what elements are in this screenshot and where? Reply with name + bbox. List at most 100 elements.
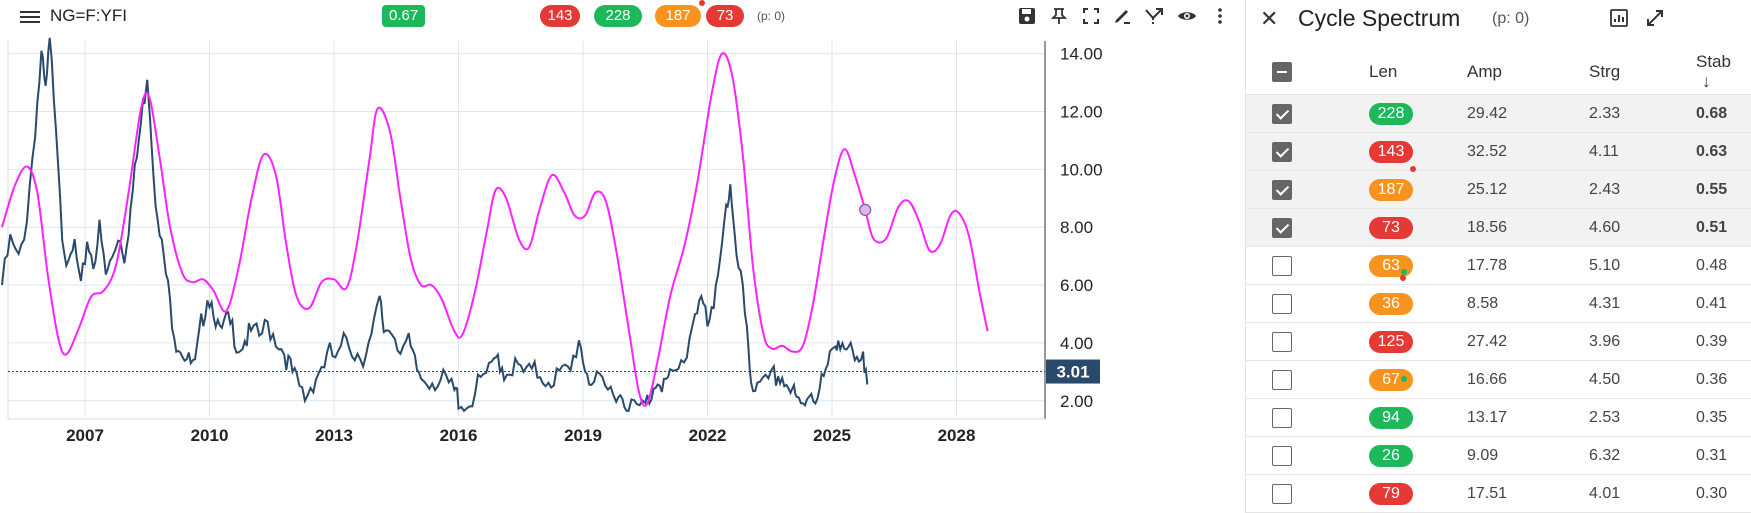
table-row[interactable]: 228 29.42 2.33 0.68 [1246, 94, 1751, 133]
strg-header[interactable]: Strg [1588, 50, 1695, 95]
amp-header[interactable]: Amp [1466, 50, 1588, 95]
row-checkbox[interactable] [1272, 179, 1292, 200]
row-checkbox[interactable] [1272, 483, 1292, 504]
row-checkbox[interactable] [1272, 369, 1292, 390]
cycle-length-pill[interactable]: 228 [1369, 102, 1413, 125]
len-header[interactable]: Len [1368, 50, 1466, 95]
chart-area: NG=F:YFI 0.67 143 228 187 73 (p: 0) 14.0… [0, 0, 1245, 513]
chart-view-icon[interactable] [1608, 7, 1630, 29]
cycle-length-pill[interactable]: 36 [1369, 292, 1413, 315]
strg-cell: 3.96 [1588, 322, 1695, 361]
y-tick-label: 2.00 [1060, 392, 1093, 411]
close-icon[interactable]: ✕ [1260, 6, 1279, 31]
cycle-length-pill[interactable]: 26 [1369, 444, 1413, 467]
cycle-length-pill[interactable]: 94 [1369, 406, 1413, 429]
row-checkbox[interactable] [1272, 141, 1292, 162]
table-row[interactable]: 36 8.58 4.31 0.41 [1246, 284, 1751, 323]
x-tick-label: 2016 [440, 426, 478, 445]
checkbox-cell [1246, 170, 1368, 209]
row-checkbox[interactable] [1272, 103, 1292, 124]
table-row[interactable]: 187 25.12 2.43 0.55 [1246, 170, 1751, 209]
strg-cell: 4.01 [1588, 474, 1695, 513]
select-all-cell [1246, 50, 1368, 95]
amp-cell: 17.51 [1466, 474, 1588, 513]
badge-indicator-dot [699, 0, 705, 6]
amp-cell: 16.66 [1466, 360, 1588, 399]
strg-cell: 5.10 [1588, 246, 1695, 285]
table-row[interactable]: 63 17.78 5.10 0.48 [1246, 246, 1751, 285]
draw-icon[interactable] [1112, 6, 1132, 26]
eye-icon[interactable] [1177, 6, 1197, 26]
today-marker[interactable] [859, 203, 872, 216]
stab-cell: 0.63 [1695, 132, 1751, 171]
checkbox-cell [1246, 94, 1368, 133]
len-cell: 228 [1368, 94, 1466, 133]
row-checkbox[interactable] [1272, 255, 1292, 276]
score-badge: 0.67 [382, 5, 426, 27]
table-row[interactable]: 94 13.17 2.53 0.35 [1246, 398, 1751, 437]
panel-divider[interactable] [1245, 0, 1246, 513]
stab-header-cell[interactable]: Stab ↓ [1695, 50, 1751, 95]
row-checkbox[interactable] [1272, 293, 1292, 314]
cycle-badge-4[interactable]: 73 [706, 5, 744, 27]
strg-cell: 2.43 [1588, 170, 1695, 209]
table-header-row: Len Amp Strg Stab ↓ [1246, 50, 1751, 95]
table-row[interactable]: 67 16.66 4.50 0.36 [1246, 360, 1751, 399]
amp-cell: 25.12 [1466, 170, 1588, 209]
select-all-checkbox[interactable] [1272, 62, 1292, 83]
strg-cell: 2.33 [1588, 94, 1695, 133]
cycle-composite-line [1, 52, 989, 407]
cycle-length-pill[interactable]: 187 [1369, 178, 1413, 201]
stab-cell: 0.41 [1695, 284, 1751, 323]
y-tick-label: 14.00 [1060, 45, 1103, 64]
table-row[interactable]: 143 32.52 4.11 0.63 [1246, 132, 1751, 171]
row-checkbox[interactable] [1272, 331, 1292, 352]
cycle-badge-3[interactable]: 187 [655, 5, 701, 27]
forecast-icon[interactable] [1144, 6, 1164, 26]
y-tick-label: 12.00 [1060, 103, 1103, 122]
x-tick-label: 2013 [315, 426, 353, 445]
symbol-label[interactable]: NG=F:YFI [50, 6, 127, 25]
row-checkbox[interactable] [1272, 217, 1292, 238]
y-tick-label: 10.00 [1060, 160, 1103, 179]
table-row[interactable]: 125 27.42 3.96 0.39 [1246, 322, 1751, 361]
x-tick-label: 2010 [191, 426, 229, 445]
cycle-badge-2[interactable]: 228 [594, 5, 642, 27]
stab-cell: 0.55 [1695, 170, 1751, 209]
expand-icon[interactable] [1644, 7, 1666, 29]
panel-title: Cycle Spectrum [1298, 5, 1461, 31]
cycle-length-pill[interactable]: 73 [1369, 216, 1413, 239]
cycle-length-pill[interactable]: 79 [1369, 482, 1413, 505]
len-cell: 73 [1368, 208, 1466, 247]
len-cell: 79 [1368, 474, 1466, 513]
len-cell: 94 [1368, 398, 1466, 437]
panel-p-count: (p: 0) [1492, 10, 1530, 27]
price-chart[interactable]: 14.00 12.00 10.00 8.00 6.00 4.00 2.00 2007 2010 2… [0, 36, 1245, 513]
fullscreen-icon[interactable] [1081, 6, 1101, 26]
len-cell: 125 [1368, 322, 1466, 361]
pin-icon[interactable] [1049, 6, 1069, 26]
strg-cell: 4.31 [1588, 284, 1695, 323]
save-icon[interactable] [1017, 6, 1037, 26]
row-checkbox[interactable] [1272, 445, 1292, 466]
marker-dot [1410, 166, 1416, 172]
table-row[interactable]: 73 18.56 4.60 0.51 [1246, 208, 1751, 247]
row-checkbox[interactable] [1272, 407, 1292, 428]
cycle-length-pill[interactable]: 143 [1369, 140, 1413, 163]
table-row[interactable]: 26 9.09 6.32 0.31 [1246, 436, 1751, 475]
stab-cell: 0.48 [1695, 246, 1751, 285]
current-price-label: 3.01 [1056, 363, 1089, 382]
cycle-badge-1[interactable]: 143 [540, 5, 580, 27]
amp-cell: 18.56 [1466, 208, 1588, 247]
checkbox-cell [1246, 474, 1368, 513]
stab-cell: 0.30 [1695, 474, 1751, 513]
current-price-tag [1046, 359, 1100, 384]
len-cell: 63 [1368, 246, 1466, 285]
hamburger-menu-icon[interactable] [20, 8, 40, 24]
cycle-length-pill[interactable]: 125 [1369, 330, 1413, 353]
marker-dot [1400, 275, 1406, 281]
cycle-length-pill[interactable]: 67 [1369, 368, 1413, 391]
table-row[interactable]: 79 17.51 4.01 0.30 [1246, 474, 1751, 513]
more-icon[interactable] [1210, 6, 1230, 26]
amp-cell: 29.42 [1466, 94, 1588, 133]
